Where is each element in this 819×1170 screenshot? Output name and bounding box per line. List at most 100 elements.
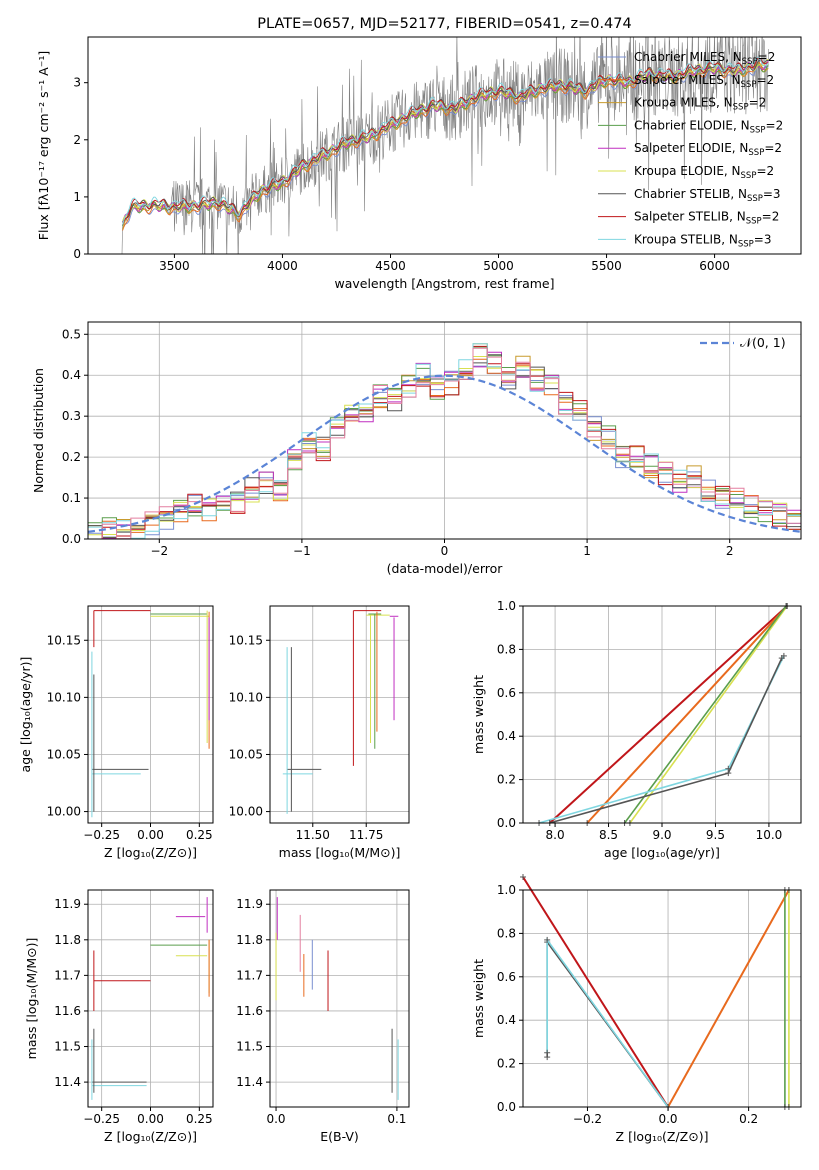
x-tick-label: 0.0 [266,1112,285,1126]
y-tick-label: 11.5 [236,1040,263,1054]
x-tick-label: 9.5 [706,828,725,842]
mass-weight-z-kroupa_stelib [546,937,669,1108]
x-tick-label: 11.75 [349,828,383,842]
y-axis-label: mass weight [471,675,486,754]
x-tick-label: 0.25 [186,828,213,842]
x-axis-label: E(B-V) [320,1129,359,1144]
legend-label-chabrier_elodie: Chabrier ELODIE, NSSP=2 [634,118,783,135]
y-tick-label: 0.2 [497,1057,516,1071]
y-tick-label: 0.5 [62,327,81,341]
y-axis-label: Flux [fλ10⁻¹⁷ erg cm⁻² s⁻¹ A⁻¹] [36,51,51,240]
legend-subscript: SSP [746,217,762,227]
y-tick-label: 11.8 [236,933,263,947]
y-tick-label: 0.6 [497,970,516,984]
x-tick-label: 8.0 [546,828,565,842]
y-axis-label: age [log₁₀(age/yr)] [18,657,33,773]
x-axis-label: (data-model)/error [387,561,504,576]
y-tick-label: 11.9 [54,897,81,911]
histogram-plot [88,343,801,539]
legend-label-salpeter_miles: Salpeter MILES, NSSP=2 [634,73,774,90]
x-tick-label: 9.0 [652,828,671,842]
x-tick-label: −0.25 [83,1112,120,1126]
data-layer [88,37,801,1110]
y-tick-label: 0.6 [497,686,516,700]
y-tick-label: 11.7 [54,968,81,982]
grid-layer [88,322,801,1108]
x-tick-label: 1 [583,544,591,558]
legend-subscript: SSP [750,125,766,135]
y-tick-label: 0.0 [62,532,81,546]
y-tick-label: 11.5 [54,1040,81,1054]
legend-suffix: =2 [762,210,780,224]
x-tick-label: 5500 [591,259,622,273]
y-tick-label: 11.4 [54,1075,81,1089]
x-tick-label: −1 [293,544,311,558]
axes-frame [87,36,802,255]
y-tick-label: 0.2 [62,450,81,464]
axes-frame [269,889,410,1108]
y-tick-label: 0.8 [497,926,516,940]
x-tick-label: 8.5 [599,828,618,842]
legend-subscript: SSP [741,171,757,181]
x-axis-label: Z [log₁₀(Z/Z⊙)] [104,1129,197,1144]
x-tick-label: 3500 [159,259,190,273]
axes-layer [84,36,802,1111]
y-tick-label: 10.05 [47,747,81,761]
y-tick-label: 10.00 [229,805,263,819]
mass-weight-age-salpeter_stelib [549,605,788,824]
normal-curve [88,374,801,533]
y-tick-label: 11.6 [54,1004,81,1018]
y-axis-label: mass weight [471,959,486,1038]
x-tick-label: 0.2 [739,1112,758,1126]
y-tick-label: 10.15 [229,633,263,647]
x-tick-label: 11.50 [296,828,330,842]
chart-title: PLATE=0657, MJD=52177, FIBERID=0541, z=0… [257,16,631,32]
mass-weight-z-salpeter_miles [667,889,790,1108]
y-tick-label: 11.6 [236,1004,263,1018]
x-axis-label: age [log₁₀(age/yr)] [604,845,720,860]
mass-weight-age-kroupa_elodie [629,605,788,824]
x-tick-label: −0.25 [83,828,120,842]
legend-subscript: SSP [741,80,757,90]
legend-suffix: =2 [756,73,774,87]
x-axis-label: wavelength [Angstrom, rest frame] [334,276,554,291]
legend-suffix: =2 [764,141,782,155]
x-axis-label: mass [log₁₀(M/M⊙)] [279,845,401,860]
mass-weight-z-salpeter_stelib [522,876,669,1108]
y-tick-label: 2 [73,133,81,147]
y-tick-label: 11.9 [236,897,263,911]
y-tick-label: 1.0 [497,599,516,613]
legend-label-kroupa_elodie: Kroupa ELODIE, NSSP=2 [634,164,774,181]
axes-frame [269,605,410,824]
x-tick-label: 0.00 [137,1112,164,1126]
y-tick-label: 10.05 [229,747,263,761]
histogram-pink [88,347,801,539]
legend-suffix: =2 [766,118,784,132]
histogram-salpeter_elodie [88,351,801,539]
legend-suffix: =3 [763,187,781,201]
y-tick-label: 1.0 [497,883,516,897]
x-tick-label: 4500 [375,259,406,273]
y-axis-label: mass [log₁₀(M/M⊙)] [24,938,39,1060]
x-tick-label: 0.00 [137,828,164,842]
x-tick-label: 10.0 [756,828,783,842]
y-tick-label: 0.0 [497,816,516,830]
legend-subscript: SSP [738,239,754,249]
y-tick-label: 11.8 [54,933,81,947]
legend-suffix: =2 [749,96,767,110]
x-tick-label: 0 [441,544,449,558]
x-tick-label: 0.25 [186,1112,213,1126]
y-tick-label: 1 [73,190,81,204]
y-tick-label: 10.10 [47,690,81,704]
legend-label-kroupa_stelib: Kroupa STELIB, NSSP=3 [634,232,772,249]
y-tick-label: 0.4 [62,368,81,382]
legend-label-chabrier_miles: Chabrier MILES, NSSP=2 [634,50,775,67]
legend-subscript: SSP [742,57,758,67]
x-tick-label: 6000 [699,259,730,273]
legend-label-salpeter_elodie: Salpeter ELODIE, NSSP=2 [634,141,782,158]
x-axis-label: Z [log₁₀(Z/Z⊙)] [104,845,197,860]
legend-label-chabrier_stelib: Chabrier STELIB, NSSP=3 [634,187,781,204]
y-tick-label: 0.0 [497,1100,516,1114]
y-tick-label: 10.15 [47,633,81,647]
